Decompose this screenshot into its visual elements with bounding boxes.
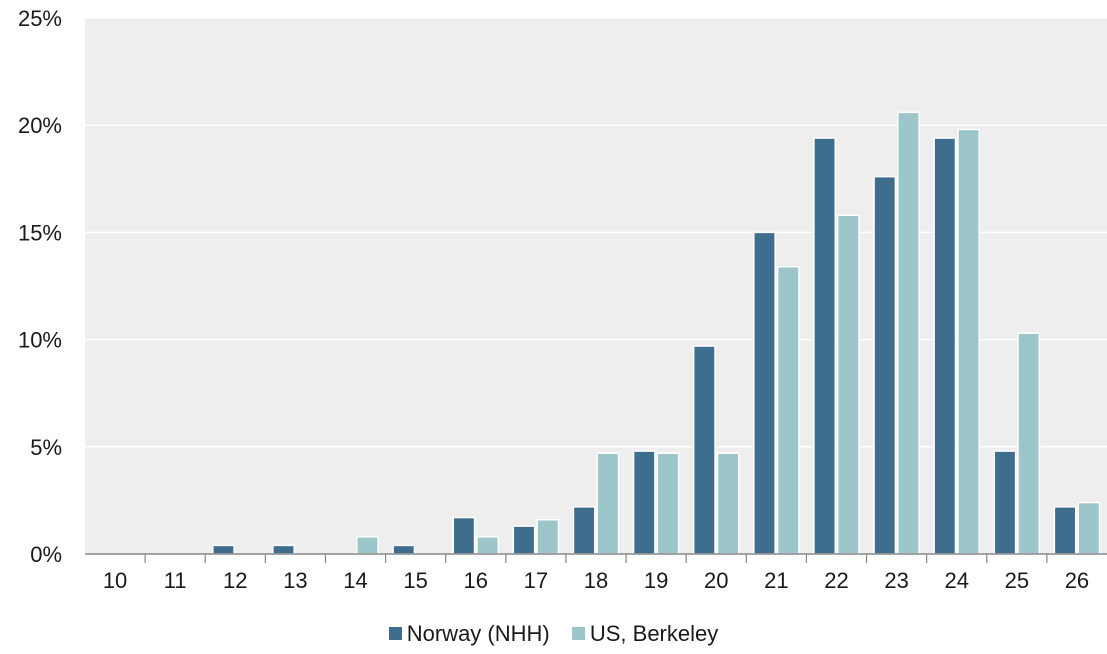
legend-label-berkeley: US, Berkeley bbox=[589, 620, 719, 646]
bar-berkeley-24 bbox=[957, 128, 981, 555]
bar-norway-17 bbox=[512, 525, 536, 555]
bar-norway-21 bbox=[753, 231, 776, 555]
x-tick-label: 16 bbox=[464, 568, 488, 593]
x-tick-label: 14 bbox=[343, 568, 367, 593]
legend-swatch-berkeley bbox=[571, 627, 585, 640]
x-tick-label: 10 bbox=[103, 568, 127, 593]
bar-norway-20 bbox=[692, 345, 716, 555]
bar-norway-18 bbox=[572, 506, 596, 555]
x-tick-label: 11 bbox=[164, 568, 187, 593]
y-tick-label: 15% bbox=[18, 220, 62, 245]
bar-berkeley-21 bbox=[776, 265, 800, 555]
x-tick-label: 25 bbox=[1005, 568, 1029, 593]
bar-norway-16 bbox=[452, 516, 476, 555]
y-tick-label: 20% bbox=[18, 113, 62, 138]
x-tick-label: 19 bbox=[644, 568, 668, 593]
legend: Norway (NHH) US, Berkeley bbox=[0, 620, 1107, 647]
bar-norway-26 bbox=[1053, 506, 1077, 555]
y-tick-label: 25% bbox=[18, 6, 62, 31]
x-tick-label: 18 bbox=[584, 568, 608, 593]
legend-label-norway: Norway (NHH) bbox=[406, 620, 550, 646]
bar-berkeley-25 bbox=[1017, 332, 1041, 555]
bars bbox=[212, 111, 1101, 555]
legend-swatch-norway bbox=[388, 627, 402, 640]
x-tick-label: 12 bbox=[223, 568, 247, 593]
bar-berkeley-18 bbox=[596, 452, 620, 555]
bar-berkeley-14 bbox=[355, 536, 379, 555]
bar-norway-23 bbox=[873, 175, 897, 555]
x-tick-label: 22 bbox=[824, 568, 848, 593]
legend-item-norway: Norway (NHH) bbox=[388, 620, 550, 647]
bar-berkeley-20 bbox=[716, 452, 740, 555]
bar-norway-12 bbox=[212, 544, 235, 555]
x-tick-label: 17 bbox=[524, 568, 548, 593]
bar-berkeley-23 bbox=[897, 111, 920, 555]
bar-norway-13 bbox=[272, 544, 295, 555]
bar-norway-22 bbox=[813, 137, 837, 555]
x-tick-label: 24 bbox=[944, 568, 968, 593]
y-tick-label: 10% bbox=[18, 328, 62, 353]
y-tick-label: 5% bbox=[30, 435, 62, 460]
bar-norway-25 bbox=[993, 450, 1017, 555]
bar-berkeley-17 bbox=[536, 518, 560, 555]
x-tick-label: 21 bbox=[764, 568, 788, 593]
bar-berkeley-19 bbox=[656, 452, 680, 555]
x-tick-label: 23 bbox=[884, 568, 908, 593]
bar-berkeley-22 bbox=[836, 214, 860, 555]
x-tick-label: 15 bbox=[403, 568, 427, 593]
y-axis: 0% 5% 10% 15% 20% 25% bbox=[18, 6, 62, 567]
bar-norway-19 bbox=[632, 450, 656, 555]
bar-berkeley-16 bbox=[476, 536, 500, 555]
x-tick-label: 20 bbox=[704, 568, 728, 593]
x-axis: 10 11 12 13 14 15 16 17 18 19 20 21 22 23 24 25 26 bbox=[103, 554, 1089, 593]
bar-berkeley-26 bbox=[1077, 501, 1101, 555]
bar-norway-24 bbox=[933, 137, 957, 555]
x-tick-label: 26 bbox=[1065, 568, 1089, 593]
x-tick-label: 13 bbox=[283, 568, 307, 593]
y-tick-label: 0% bbox=[30, 542, 62, 567]
legend-item-berkeley: US, Berkeley bbox=[571, 620, 719, 647]
bar-norway-15 bbox=[392, 544, 416, 555]
